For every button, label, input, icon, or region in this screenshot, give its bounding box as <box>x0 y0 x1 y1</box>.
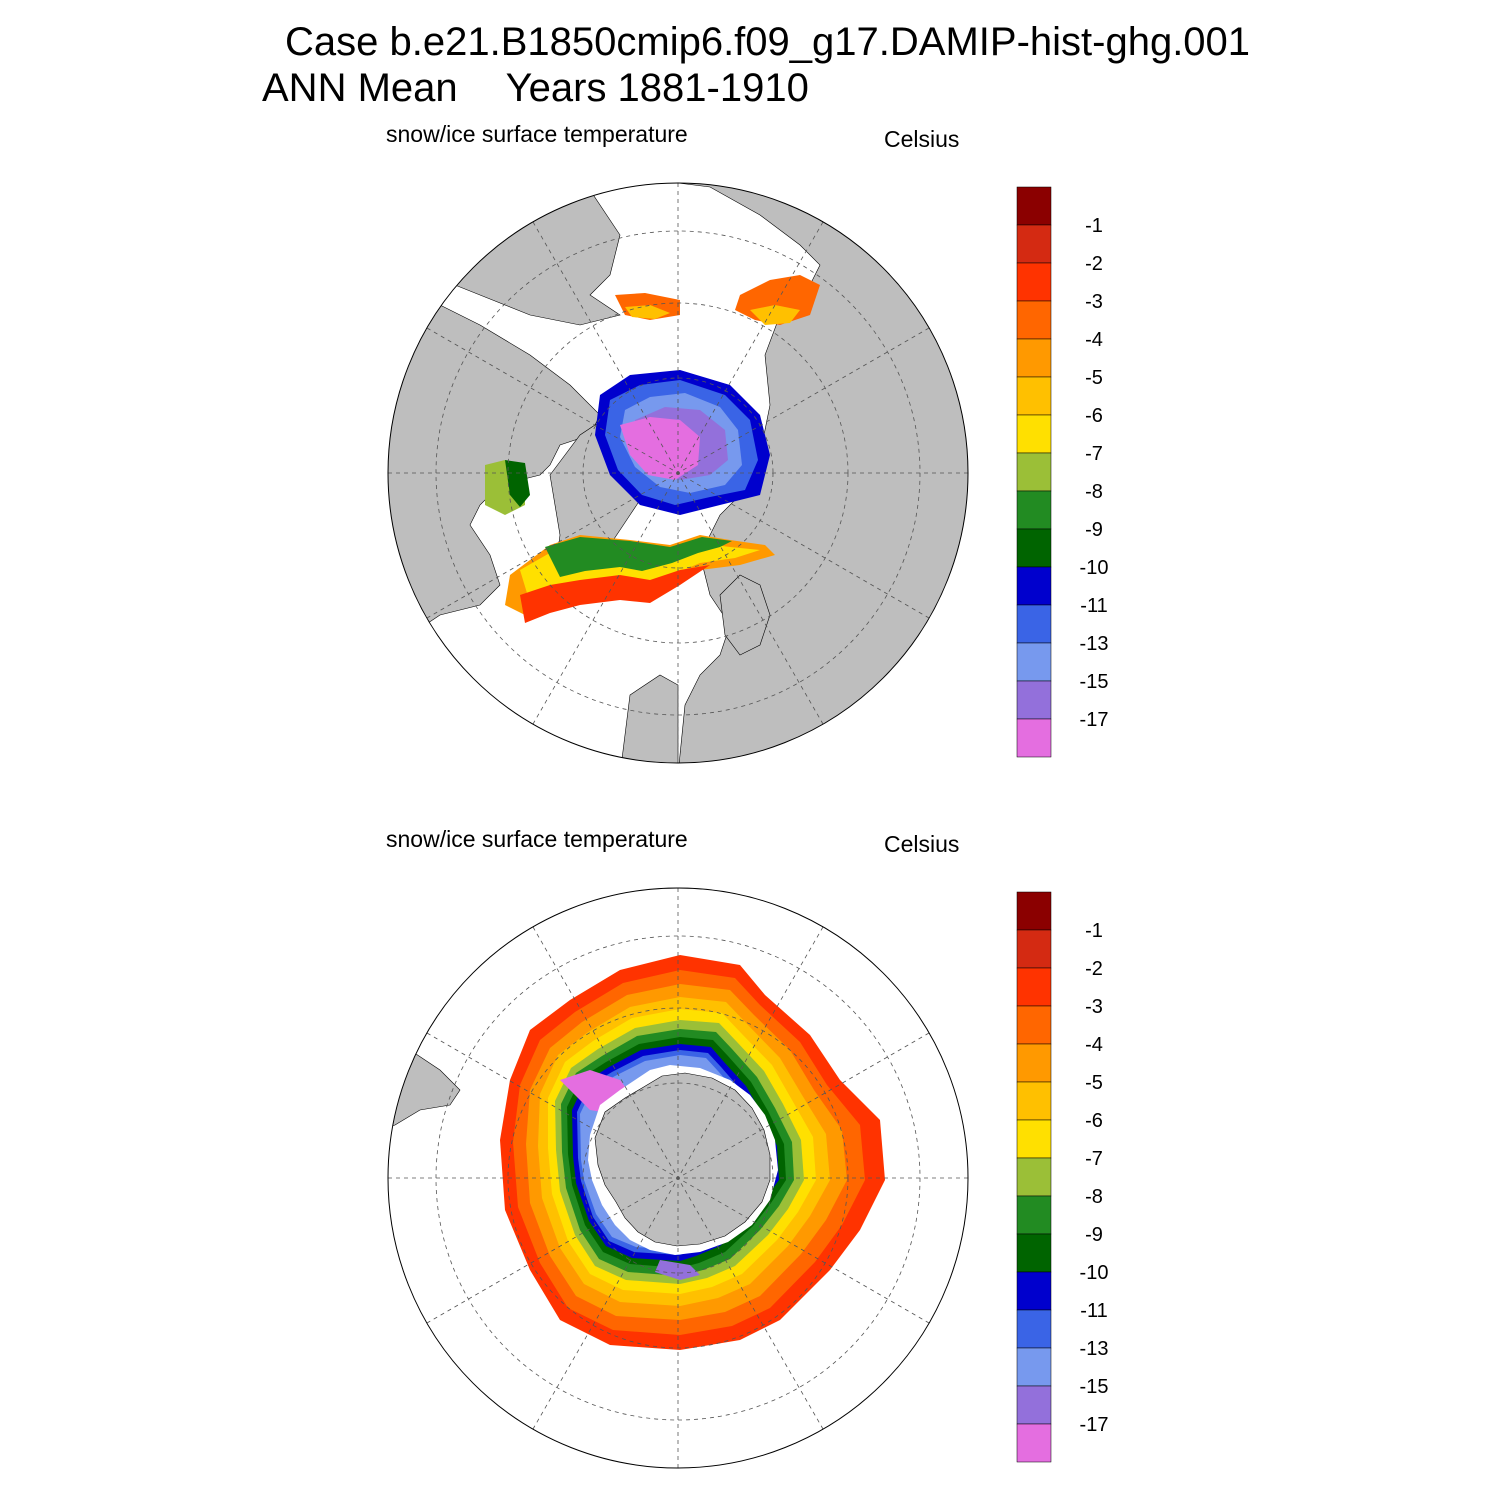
colorbar-tick-label: -10 <box>1080 1262 1109 1284</box>
case-title: Case b.e21.B1850cmip6.f09_g17.DAMIP-hist… <box>285 20 1251 64</box>
colorbar-tick-label: -8 <box>1085 481 1103 503</box>
colorbar-swatch <box>1016 338 1052 378</box>
colorbar-swatch <box>1016 1385 1052 1425</box>
colorbar-swatch <box>1016 376 1052 416</box>
colorbar-tick-label: -9 <box>1085 519 1103 541</box>
colorbar-tick-label: -13 <box>1080 633 1109 655</box>
north-polar-map <box>387 182 969 764</box>
colorbar-swatch <box>1016 680 1052 720</box>
colorbar-swatch <box>1016 1119 1052 1159</box>
colorbar-tick-label: -5 <box>1085 1072 1103 1094</box>
colorbar-tick-label: -17 <box>1080 709 1109 731</box>
south-panel-units-label: Celsius <box>884 831 960 857</box>
colorbar-tick-label: -10 <box>1080 557 1109 579</box>
colorbar-swatch <box>1016 1043 1052 1083</box>
colorbar-swatch <box>1016 891 1052 931</box>
colorbar-tick-label: -11 <box>1080 1300 1107 1322</box>
north-colorbar: -1 -2 -3 -4 -5 -6 -7 -8 -9 -10 -11 -13 -15 -17 <box>1016 186 1109 758</box>
antarctica-land <box>594 1072 771 1247</box>
colorbar-tick-label: -7 <box>1085 443 1103 465</box>
colorbar-swatch <box>1016 1005 1052 1045</box>
colorbar-swatch <box>1016 1195 1052 1235</box>
colorbar-swatch <box>1016 528 1052 568</box>
colorbar-tick-label: -7 <box>1085 1148 1103 1170</box>
north-panel-units-label: Celsius <box>884 126 960 152</box>
north-map-border <box>387 182 969 764</box>
colorbar-tick-label: -17 <box>1080 1414 1109 1436</box>
north-panel-variable-label: snow/ice surface temperature <box>386 121 688 147</box>
colorbar-tick-label: -6 <box>1085 405 1103 427</box>
colorbar-swatch <box>1016 566 1052 606</box>
colorbar-tick-label: -6 <box>1085 1110 1103 1132</box>
colorbar-tick-label: -11 <box>1080 595 1107 617</box>
north-graticule <box>388 183 968 763</box>
colorbar-tick-label: -9 <box>1085 1224 1103 1246</box>
colorbar-tick-label: -8 <box>1085 1186 1103 1208</box>
colorbar-swatch <box>1016 262 1052 302</box>
colorbar-swatch <box>1016 604 1052 644</box>
colorbar-swatch <box>1016 186 1052 226</box>
south-polar-map <box>387 887 969 1469</box>
colorbar-swatch <box>1016 300 1052 340</box>
colorbar-swatch <box>1016 224 1052 264</box>
colorbar-swatch <box>1016 1309 1052 1349</box>
colorbar-tick-label: -3 <box>1085 996 1103 1018</box>
colorbar-tick-label: -4 <box>1085 329 1103 351</box>
colorbar-swatch <box>1016 1423 1052 1463</box>
colorbar-swatch <box>1016 452 1052 492</box>
colorbar-swatch <box>1016 642 1052 682</box>
colorbar-swatch <box>1016 1157 1052 1197</box>
north-colorbar-boxes <box>1016 186 1052 758</box>
colorbar-tick-label: -5 <box>1085 367 1103 389</box>
south-colorbar-labels: -1 -2 -3 -4 -5 -6 -7 -8 -9 -10 -11 -13 -15 -17 <box>1080 920 1109 1436</box>
period-subtitle: ANN Mean Years 1881-1910 <box>262 66 809 111</box>
years-label: Years 1881-1910 <box>505 66 809 110</box>
colorbar-tick-label: -4 <box>1085 1034 1103 1056</box>
colorbar-swatch <box>1016 1233 1052 1273</box>
colorbar-swatch <box>1016 1271 1052 1311</box>
south-colorbar-boxes <box>1016 891 1052 1463</box>
colorbar-tick-label: -13 <box>1080 1338 1109 1360</box>
north-colorbar-labels: -1 -2 -3 -4 -5 -6 -7 -8 -9 -10 -11 -13 -15 -17 <box>1080 215 1109 731</box>
south-colorbar: -1 -2 -3 -4 -5 -6 -7 -8 -9 -10 -11 -13 -15 -17 <box>1016 891 1109 1463</box>
colorbar-tick-label: -1 <box>1085 215 1103 237</box>
colorbar-swatch <box>1016 490 1052 530</box>
colorbar-swatch <box>1016 967 1052 1007</box>
south-panel-variable-label: snow/ice surface temperature <box>386 826 688 852</box>
colorbar-swatch <box>1016 1081 1052 1121</box>
south-graticule <box>388 888 968 1468</box>
period-label: ANN Mean <box>262 66 458 110</box>
colorbar-tick-label: -15 <box>1080 1376 1109 1398</box>
colorbar-swatch <box>1016 929 1052 969</box>
colorbar-tick-label: -3 <box>1085 291 1103 313</box>
colorbar-tick-label: -2 <box>1085 958 1103 980</box>
colorbar-swatch <box>1016 1347 1052 1387</box>
colorbar-tick-label: -1 <box>1085 920 1103 942</box>
colorbar-swatch <box>1016 414 1052 454</box>
colorbar-tick-label: -2 <box>1085 253 1103 275</box>
south-map-border <box>387 887 969 1469</box>
colorbar-swatch <box>1016 718 1052 758</box>
colorbar-tick-label: -15 <box>1080 671 1109 693</box>
